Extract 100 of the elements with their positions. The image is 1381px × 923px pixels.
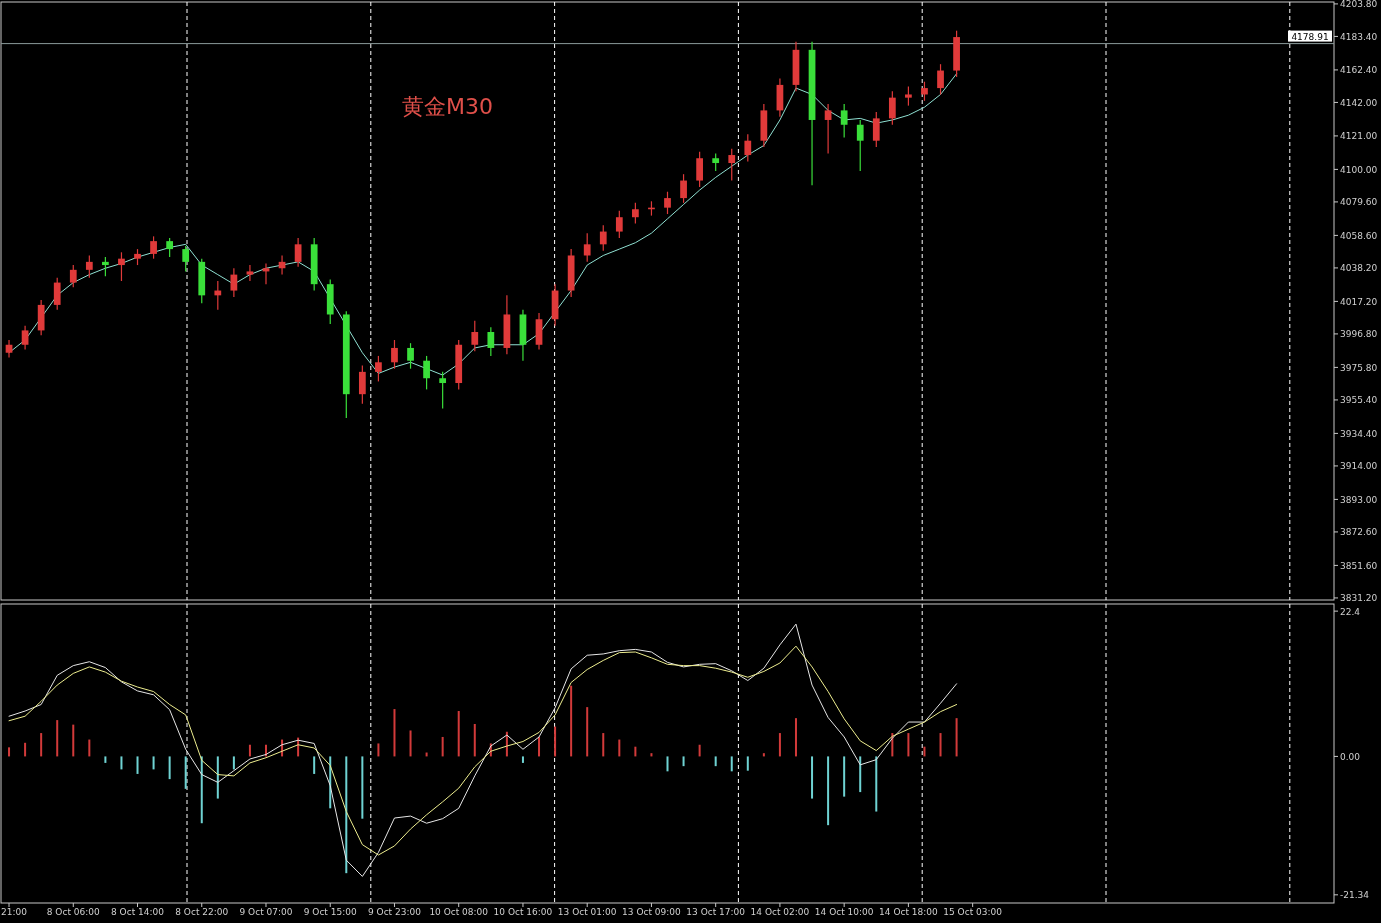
candlestick bbox=[358, 364, 366, 405]
bar bbox=[570, 685, 573, 757]
bar bbox=[40, 733, 43, 757]
y-tick-label: 0.00 bbox=[1340, 751, 1361, 762]
candlestick bbox=[921, 81, 928, 102]
candlestick bbox=[471, 320, 479, 352]
bar bbox=[843, 756, 846, 797]
candlestick bbox=[664, 191, 671, 215]
y-tick-label: 3914.00 bbox=[1340, 461, 1378, 472]
candlestick bbox=[905, 85, 912, 107]
bar bbox=[618, 739, 621, 757]
candlestick bbox=[615, 210, 623, 239]
bar bbox=[88, 739, 91, 757]
text: 黄金M30 bbox=[402, 94, 494, 119]
candlestick bbox=[375, 355, 382, 383]
bar bbox=[682, 756, 685, 767]
bar bbox=[778, 733, 781, 757]
y-tick-label: 3893.00 bbox=[1340, 494, 1378, 505]
x-tick-label: 9 Oct 07:00 bbox=[239, 907, 293, 917]
bar bbox=[361, 756, 364, 819]
bar bbox=[152, 756, 155, 770]
candlestick bbox=[102, 256, 109, 277]
candlestick bbox=[118, 251, 125, 282]
y-tick-label: 4121.00 bbox=[1340, 131, 1378, 142]
candlestick bbox=[391, 339, 398, 370]
candlestick bbox=[294, 237, 302, 268]
y-tick-label: 3975.80 bbox=[1340, 362, 1378, 373]
x-tick-label: 10 Oct 08:00 bbox=[429, 907, 489, 917]
x-tick-label: 14 Oct 02:00 bbox=[750, 907, 810, 917]
bar bbox=[554, 726, 557, 757]
candlestick bbox=[69, 264, 77, 288]
bar bbox=[8, 747, 11, 757]
bar bbox=[313, 756, 316, 774]
bar bbox=[602, 733, 605, 757]
bar bbox=[875, 756, 878, 812]
bar bbox=[120, 756, 123, 770]
candlestick bbox=[888, 90, 896, 126]
bar bbox=[377, 743, 380, 757]
bar bbox=[232, 756, 235, 770]
x-tick-label: 9 Oct 15:00 bbox=[303, 907, 357, 917]
line-series bbox=[8, 645, 958, 856]
bar bbox=[409, 730, 412, 757]
y-tick-label: 4017.20 bbox=[1340, 296, 1378, 307]
candlestick bbox=[21, 325, 29, 351]
x-tick-label: 8 Oct 06:00 bbox=[46, 907, 101, 917]
x-tick-label: 8 Oct 14:00 bbox=[111, 907, 165, 917]
x-tick-label: 21:00 bbox=[1, 907, 28, 917]
bar bbox=[794, 718, 797, 757]
line-series bbox=[8, 623, 958, 877]
candlestick bbox=[150, 235, 157, 260]
candlestick bbox=[407, 342, 414, 370]
candlestick bbox=[166, 237, 174, 258]
bar bbox=[907, 733, 910, 757]
bar bbox=[634, 746, 637, 757]
bar bbox=[200, 756, 203, 824]
bar bbox=[746, 756, 749, 771]
x-tick-label: 14 Oct 10:00 bbox=[814, 907, 874, 917]
bar bbox=[762, 753, 765, 757]
x-tick-label: 13 Oct 01:00 bbox=[557, 907, 617, 917]
candlestick bbox=[85, 254, 93, 279]
y-tick-label: 4142.00 bbox=[1340, 97, 1378, 108]
bar bbox=[666, 756, 669, 772]
bar bbox=[457, 711, 460, 757]
y-tick-label: 3831.20 bbox=[1340, 593, 1378, 604]
candlestick bbox=[824, 103, 832, 155]
y-tick-label: 4079.60 bbox=[1340, 197, 1378, 208]
candlestick bbox=[423, 355, 430, 390]
candlestick bbox=[53, 277, 61, 311]
ref-line-label: 4178.91 bbox=[1291, 31, 1329, 42]
bar bbox=[714, 756, 717, 767]
bar bbox=[586, 707, 589, 757]
bar bbox=[811, 756, 814, 799]
candlestick bbox=[840, 103, 848, 139]
bar bbox=[104, 756, 107, 763]
candlestick bbox=[487, 326, 495, 357]
bar bbox=[538, 736, 541, 757]
x-tick-label: 8 Oct 22:00 bbox=[175, 907, 229, 917]
y-tick-label: 3996.80 bbox=[1340, 329, 1378, 340]
bar bbox=[859, 756, 862, 793]
bar bbox=[827, 756, 830, 826]
candlestick bbox=[182, 245, 190, 273]
y-tick-label: 4183.40 bbox=[1340, 31, 1378, 42]
bar bbox=[72, 724, 75, 757]
candlestick bbox=[583, 232, 591, 263]
bar bbox=[923, 746, 926, 757]
bar bbox=[650, 753, 653, 757]
bar bbox=[216, 756, 219, 799]
y-tick-label: 3934.40 bbox=[1340, 428, 1378, 439]
bar bbox=[521, 756, 524, 763]
bar bbox=[136, 756, 139, 774]
bar bbox=[184, 756, 187, 789]
candlestick bbox=[872, 111, 880, 148]
candlestick bbox=[744, 133, 752, 163]
candlestick bbox=[856, 119, 864, 172]
bar bbox=[24, 742, 27, 757]
y-tick-label: 4203.80 bbox=[1340, 0, 1378, 10]
bar bbox=[698, 744, 701, 757]
x-tick-label: 14 Oct 18:00 bbox=[879, 907, 939, 917]
bar bbox=[345, 756, 348, 874]
bar bbox=[939, 733, 942, 757]
